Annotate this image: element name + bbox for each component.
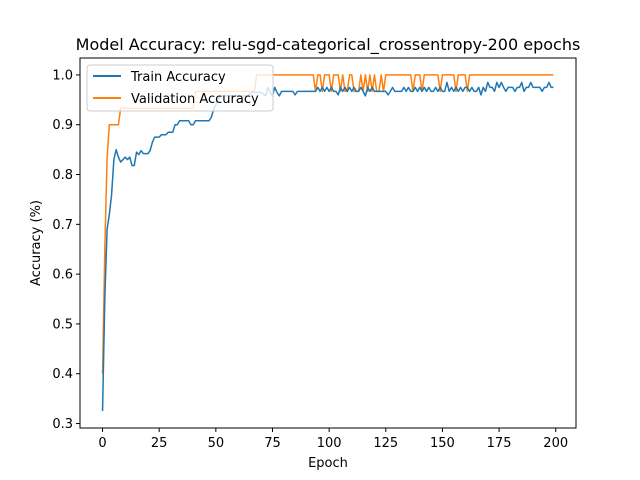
y-axis: 0.3 0.4 0.5 0.6 0.7 0.8 0.9 1.0 [52, 68, 80, 432]
legend-box [86, 64, 274, 112]
x-tick-label: 75 [264, 436, 281, 451]
x-tick-label: 125 [373, 436, 398, 451]
y-tick-label: 0.7 [52, 218, 73, 233]
y-axis-label: Accuracy (%) [29, 200, 44, 286]
y-tick-label: 0.5 [52, 317, 73, 332]
x-tick-label: 100 [317, 436, 342, 451]
x-axis-label: Epoch [308, 456, 348, 471]
series-line-train [101, 81, 554, 412]
legend-label-train: Train Accuracy [130, 70, 226, 85]
x-tick-label: 150 [430, 436, 455, 451]
x-tick-label: 200 [543, 436, 568, 451]
x-tick-label: 25 [151, 436, 168, 451]
y-tick-label: 0.9 [52, 118, 73, 133]
chart-title: Model Accuracy: relu-sgd-categorical_cro… [76, 35, 581, 55]
x-axis: 0 25 50 75 100 125 150 175 200 [98, 428, 568, 451]
x-tick-label: 0 [98, 436, 106, 451]
y-tick-label: 0.6 [52, 268, 73, 283]
x-tick-label: 50 [208, 436, 225, 451]
plot-frame [79, 57, 577, 429]
legend-label-validation: Validation Accuracy [131, 92, 259, 107]
y-tick-label: 0.3 [52, 417, 73, 432]
y-tick-label: 0.8 [52, 168, 73, 183]
y-tick-label: 1.0 [52, 68, 73, 83]
x-tick-label: 175 [487, 436, 512, 451]
y-tick-label: 0.4 [52, 367, 73, 382]
legend: Train Accuracy Validation Accuracy [86, 64, 274, 112]
